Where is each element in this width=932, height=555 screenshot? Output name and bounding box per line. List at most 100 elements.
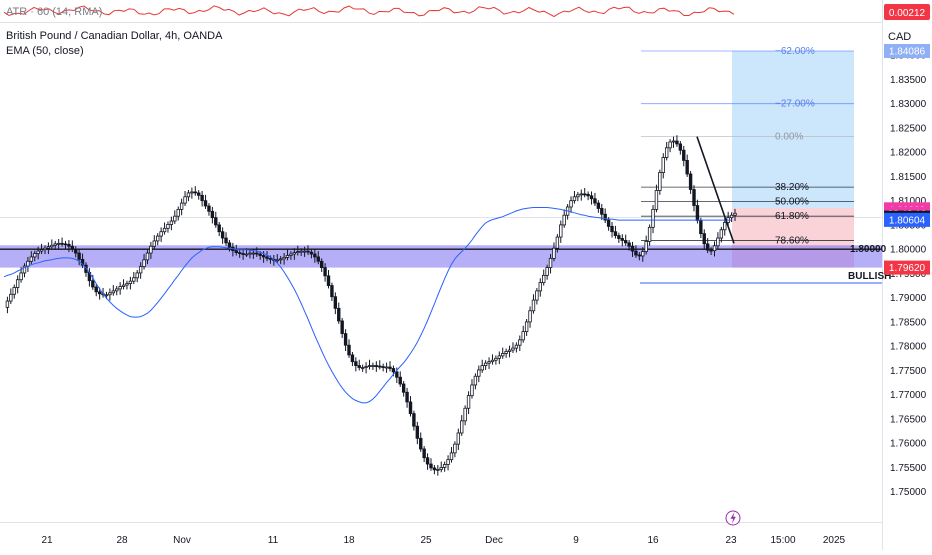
- candle-body: [562, 214, 566, 226]
- candle-body: [217, 224, 221, 233]
- time-label-4: 18: [343, 535, 355, 546]
- candle-body: [374, 365, 379, 367]
- candle-body: [514, 344, 519, 349]
- candle-body: [142, 259, 146, 268]
- price-tick-12: 1.78000: [890, 342, 927, 353]
- candle-body: [39, 249, 44, 252]
- candle-body: [261, 255, 266, 258]
- candle-body: [364, 366, 368, 368]
- candle-body: [678, 143, 683, 151]
- candle-body: [675, 140, 679, 145]
- zone-rect: [0, 245, 882, 268]
- price-tick-2: 1.83000: [890, 99, 927, 110]
- candle-body: [395, 371, 399, 378]
- candle-body: [214, 217, 218, 226]
- candle-body: [439, 467, 443, 470]
- candle-body: [620, 238, 624, 241]
- candle-body: [60, 242, 64, 245]
- candle-body: [265, 256, 269, 259]
- candle-body: [210, 210, 215, 219]
- candle-body: [121, 284, 126, 287]
- candle-body: [422, 448, 426, 459]
- candle-body: [340, 320, 344, 334]
- candle-body: [74, 248, 78, 254]
- candle-body: [548, 257, 553, 269]
- candle-body: [473, 375, 478, 386]
- candle-body: [381, 366, 385, 368]
- fib-retracement[interactable]: −62.00% −27.00% 0.00% 38.20% 50.00% 61.80% 78.…: [641, 46, 854, 246]
- candle-body: [220, 231, 225, 239]
- fib-label-5: 61.80%: [775, 211, 809, 222]
- candle-body: [391, 368, 396, 373]
- candle-body: [118, 286, 122, 290]
- candle-body: [723, 222, 727, 231]
- candle-body: [432, 467, 437, 471]
- candle-body: [268, 257, 273, 260]
- candle-body: [470, 384, 474, 397]
- fib-label-6: 78.60%: [775, 235, 809, 246]
- candle-body: [569, 200, 573, 208]
- candle-body: [398, 376, 402, 385]
- price-tick-11: 1.78500: [890, 317, 927, 328]
- candle-body: [518, 339, 522, 346]
- candle-body: [644, 241, 648, 252]
- bullish-zone[interactable]: [0, 245, 882, 284]
- candle-body: [132, 277, 136, 282]
- candle-body: [46, 246, 51, 249]
- price-tick-14: 1.77000: [890, 390, 927, 401]
- candle-body: [603, 213, 607, 221]
- candle-body: [490, 359, 495, 363]
- price-tick-17: 1.75500: [890, 463, 927, 474]
- trend-line[interactable]: [696, 136, 735, 244]
- lightning-icon[interactable]: [725, 510, 741, 526]
- candle-body: [251, 252, 256, 255]
- candle-body: [53, 243, 57, 246]
- currency-label: CAD: [888, 31, 911, 43]
- candle-body: [446, 459, 450, 465]
- candle-body: [135, 272, 139, 279]
- candle-body: [22, 265, 27, 274]
- atr-title[interactable]: ATR · 60 (14, RMA): [6, 6, 103, 18]
- candle-body: [719, 229, 724, 239]
- candle-body: [729, 214, 734, 219]
- symbol-title[interactable]: British Pound / Canadian Dollar, 4h, OAN…: [6, 30, 223, 42]
- candle-body: [152, 240, 156, 247]
- candle-body: [442, 464, 447, 468]
- price-tick-4: 1.82000: [890, 148, 927, 159]
- candle-body: [289, 253, 293, 256]
- ema-legend[interactable]: EMA (50, close): [6, 45, 84, 57]
- candle-body: [709, 249, 713, 252]
- candle-body: [111, 290, 116, 294]
- time-label-0: 21: [41, 535, 53, 546]
- candle-body: [244, 253, 249, 256]
- candle-body: [29, 256, 34, 262]
- atr-line: [3, 5, 735, 18]
- candle-body: [15, 279, 20, 288]
- candle-body: [528, 310, 532, 323]
- candle-body: [685, 160, 689, 175]
- candle-body: [313, 253, 317, 258]
- price-tick-6: 1.81000: [890, 196, 927, 207]
- candle-body: [309, 251, 314, 255]
- candle-body: [634, 250, 638, 256]
- candle-body: [360, 367, 365, 369]
- candle-body: [658, 172, 662, 191]
- candle-body: [531, 299, 536, 312]
- candle-body: [183, 196, 187, 204]
- candle-body: [166, 224, 170, 229]
- time-axis-labels[interactable]: 21 28 Nov 11 18 25 Dec 9 16 23 15:00 2025: [41, 535, 845, 546]
- candle-body: [415, 425, 420, 439]
- candle-body: [545, 267, 549, 276]
- price-tick-16: 1.76000: [890, 439, 927, 450]
- candle-body: [299, 250, 303, 253]
- candle-body: [504, 351, 508, 354]
- candle-body: [651, 209, 655, 228]
- candle-body: [671, 140, 676, 143]
- candle-body: [617, 235, 621, 239]
- price-scale-ticks[interactable]: 1.840001.835001.830001.825001.820001.815…: [890, 51, 927, 499]
- price-badge-0: [884, 44, 930, 58]
- candle-body: [169, 220, 174, 225]
- candle-body: [197, 192, 201, 196]
- candle-body: [33, 253, 37, 258]
